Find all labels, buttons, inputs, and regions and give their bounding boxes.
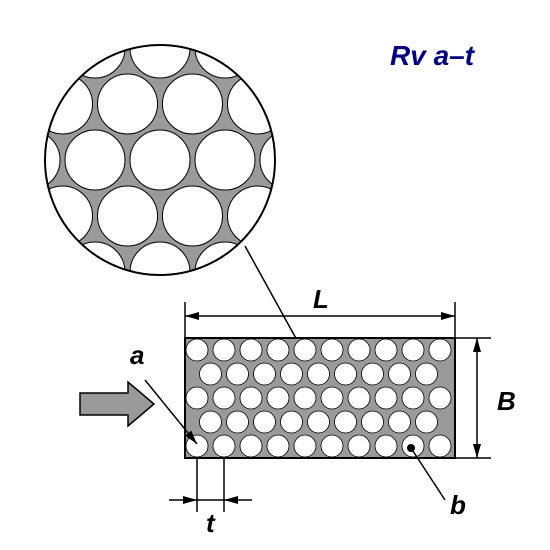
dim-L-label: L [313,284,329,315]
dim-B-label: B [497,386,516,417]
direction-arrow-icon [80,382,154,426]
dim-t-label: t [206,508,215,539]
callout-b-label: b [450,490,466,521]
plate [185,338,455,458]
zoom-detail [0,0,418,358]
callout-a-label: a [130,340,144,371]
designation-title: Rv a–t [390,40,474,72]
